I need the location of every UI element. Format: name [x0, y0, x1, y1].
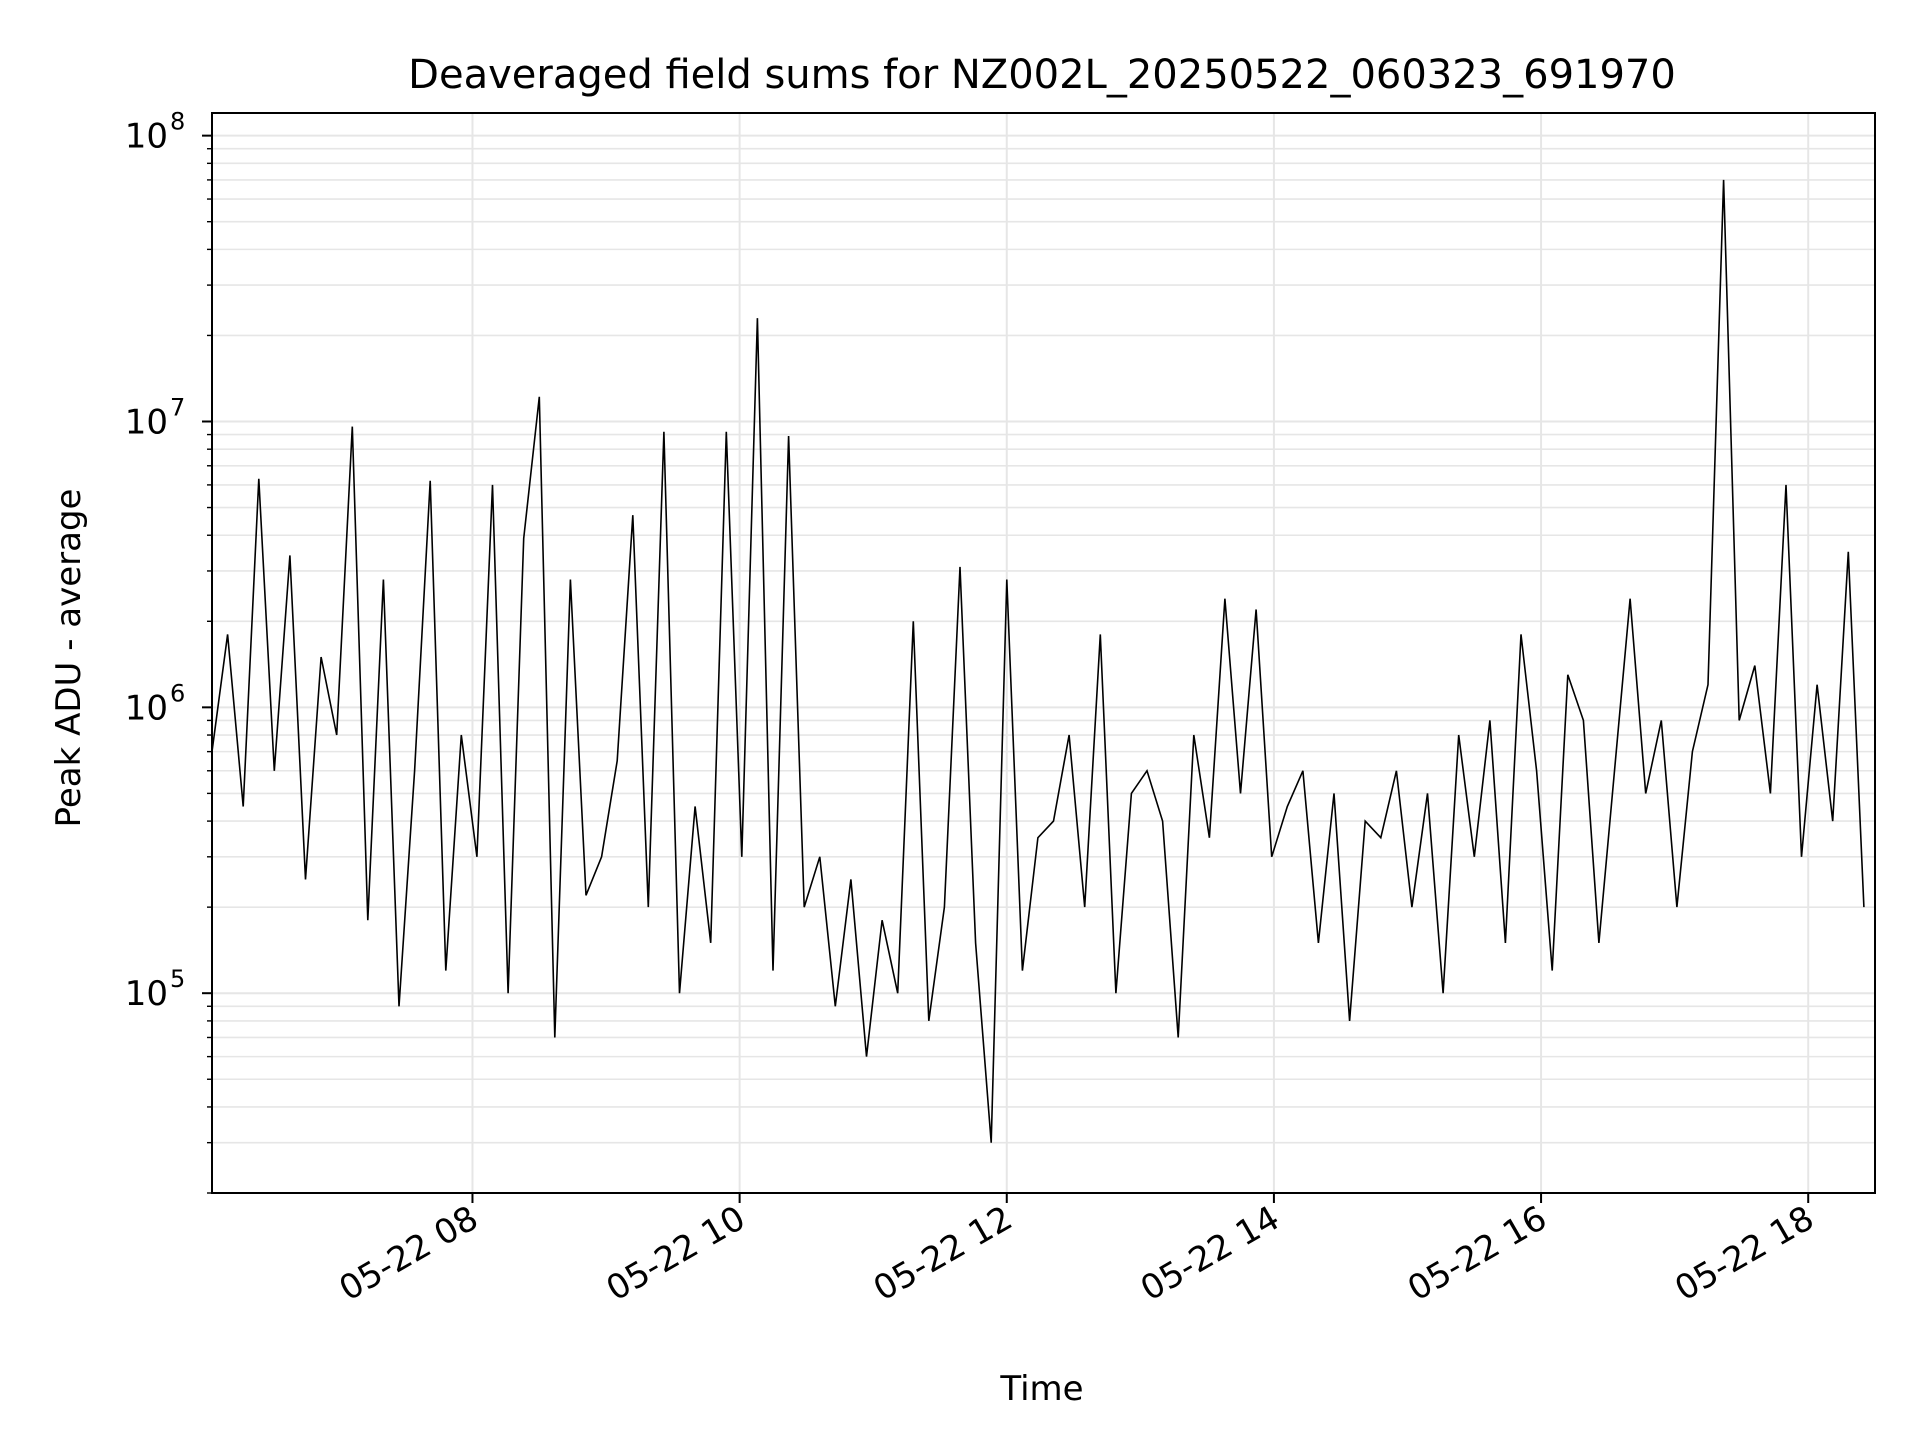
y-tick-exponent: 6	[170, 679, 185, 707]
y-tick-exponent: 8	[170, 108, 185, 136]
axes-frame	[211, 112, 1876, 1194]
y-tick-exponent: 5	[170, 965, 185, 993]
y-tick-label: 10 7	[125, 393, 186, 442]
y-axis-label: Peak ADU - average	[49, 489, 89, 828]
y-tick-base: 10	[125, 974, 168, 1014]
y-tick-base: 10	[125, 402, 168, 442]
plot-series	[211, 179, 1865, 1143]
y-tick-label: 10 8	[125, 108, 186, 157]
y-tick-exponent: 7	[170, 393, 185, 421]
grid	[212, 113, 1875, 1194]
x-axis-label: Time	[999, 1369, 1083, 1409]
y-tick-base: 10	[125, 688, 168, 728]
y-tick-label: 10 5	[125, 965, 186, 1014]
series-line	[211, 179, 1865, 1143]
chart-title: Deaveraged field sums for NZ002L_2025052…	[408, 52, 1676, 98]
y-tick-label: 10 6	[125, 679, 186, 728]
y-tick-base: 10	[125, 117, 168, 157]
